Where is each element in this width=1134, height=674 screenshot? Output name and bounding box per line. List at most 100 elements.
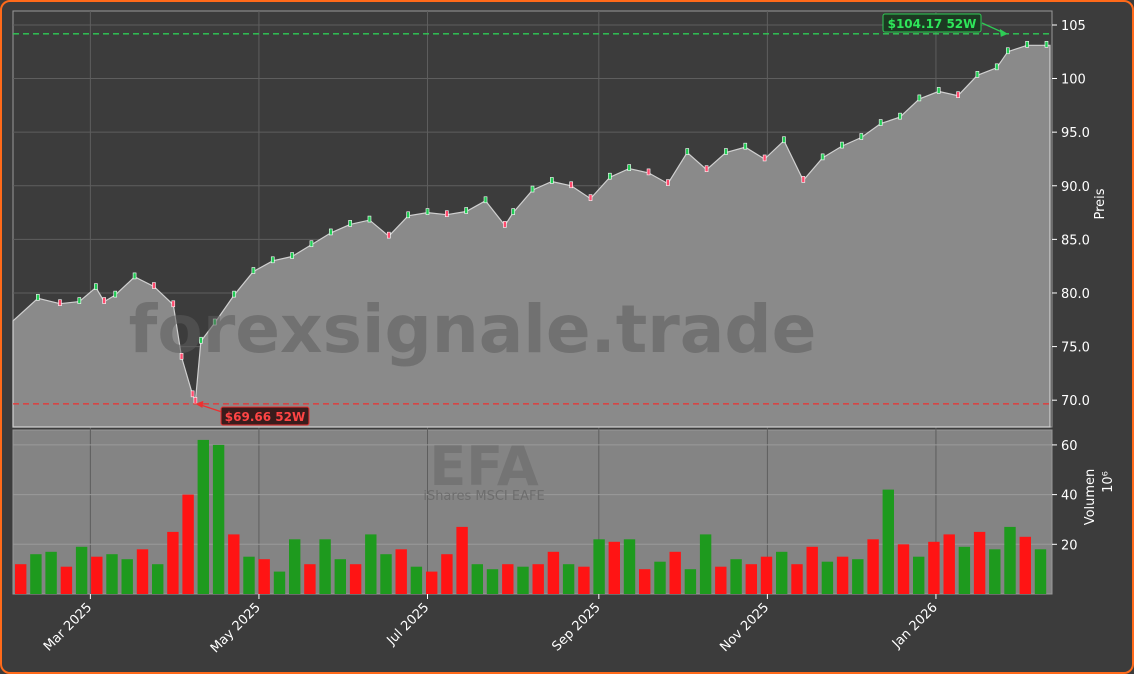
volume-bar <box>228 534 240 594</box>
candle-marker <box>530 185 535 193</box>
candle-marker <box>1005 47 1010 55</box>
candle-marker <box>511 208 515 215</box>
candle-marker <box>270 256 275 264</box>
candle-marker <box>1044 41 1049 48</box>
volume-bar <box>395 549 407 594</box>
volume-bar <box>502 564 514 594</box>
x-tick-label: Nov 2025 <box>717 600 772 655</box>
candle-marker <box>445 210 449 218</box>
candle-marker <box>550 177 554 184</box>
price-axis-label: Preis <box>1093 188 1108 219</box>
volume-bar <box>715 566 727 594</box>
price-tick-label: 70.0 <box>1061 394 1090 409</box>
volume-bar <box>30 554 42 594</box>
volume-bar <box>380 554 392 594</box>
candle-marker <box>212 318 217 326</box>
volume-bar <box>547 551 560 594</box>
volume-bar <box>836 556 849 594</box>
candle-marker <box>348 220 352 227</box>
candle-marker <box>724 148 728 155</box>
watermark-text: forexsignale.trade <box>129 291 817 368</box>
volume-bar <box>989 549 1001 594</box>
volume-bar <box>304 564 316 594</box>
volume-bar <box>136 549 149 594</box>
candle-marker <box>956 91 960 99</box>
candle-marker <box>994 63 999 71</box>
volume-bar <box>532 564 544 594</box>
candle-marker <box>152 282 156 289</box>
candle-marker <box>704 165 709 172</box>
volume-bar <box>730 559 742 594</box>
low-52w-arrowhead <box>195 400 204 408</box>
volume-bar <box>1004 526 1016 594</box>
candle-marker <box>878 119 883 126</box>
price-tick-label: 105 <box>1061 19 1086 34</box>
volume-bar <box>958 546 971 594</box>
volume-bar <box>684 569 697 594</box>
volume-bar <box>639 569 651 594</box>
volume-bar <box>273 571 286 594</box>
volume-bar <box>943 534 955 594</box>
x-tick-label: Jan 2026 <box>889 600 941 652</box>
volume-bar <box>152 564 164 594</box>
symbol-name-watermark: iShares MSCI EAFE <box>423 489 544 504</box>
price-tick-label: 75.0 <box>1061 341 1090 356</box>
volume-tick-label: 40 <box>1061 489 1078 504</box>
volume-bar <box>745 564 757 594</box>
volume-bar <box>197 439 209 594</box>
candle-marker <box>190 390 195 398</box>
candle-marker <box>425 208 430 215</box>
x-tick-label: Jul 2025 <box>384 600 433 649</box>
volume-bar <box>426 571 438 594</box>
candle-marker <box>387 231 391 239</box>
volume-bar <box>791 564 803 594</box>
volume-tick-label: 20 <box>1061 538 1078 553</box>
candle-marker <box>685 148 690 155</box>
price-tick-label: 80.0 <box>1061 287 1090 302</box>
candle-marker <box>58 299 62 307</box>
volume-bar <box>623 539 636 594</box>
volume-bar <box>897 544 910 594</box>
candle-marker <box>936 87 941 94</box>
candle-marker <box>232 290 236 298</box>
volume-bar <box>334 559 346 594</box>
volume-bar <box>91 556 103 594</box>
x-tick-label: May 2025 <box>208 600 264 656</box>
candle-marker <box>627 164 632 171</box>
candle-marker <box>782 136 786 144</box>
volume-bar <box>654 561 666 594</box>
candle-marker <box>608 172 612 180</box>
candle-marker <box>820 153 825 161</box>
volume-bar <box>441 554 453 594</box>
volume-bar <box>852 559 864 594</box>
volume-bar <box>349 564 362 594</box>
high-52w-badge <box>882 13 982 33</box>
volume-bar <box>699 534 712 594</box>
candle-marker <box>917 94 922 102</box>
low-52w-label: $69.66 52W <box>225 410 305 424</box>
candle-marker <box>840 141 844 149</box>
candle-marker <box>762 154 767 162</box>
volume-tick-label: 60 <box>1061 439 1078 454</box>
candle-marker <box>102 297 106 304</box>
volume-bar <box>319 539 331 594</box>
candle-marker <box>367 215 372 223</box>
high-52w-arrowhead <box>999 28 1008 37</box>
volume-bar <box>776 551 788 594</box>
candle-marker <box>132 272 137 280</box>
volume-bar <box>517 566 529 594</box>
volume-bar <box>121 559 133 594</box>
price-panel: forexsignale.trade $104.17 52W $69.66 52W <box>12 13 1052 428</box>
volume-bar <box>365 534 377 594</box>
volume-bar <box>760 556 773 594</box>
volume-bar <box>106 554 118 594</box>
volume-bar <box>410 566 423 594</box>
candle-marker <box>113 290 118 298</box>
x-tick-label: Mar 2025 <box>41 600 95 654</box>
volume-bar <box>167 531 179 594</box>
volume-bar <box>608 541 620 594</box>
candle-marker <box>483 196 488 204</box>
